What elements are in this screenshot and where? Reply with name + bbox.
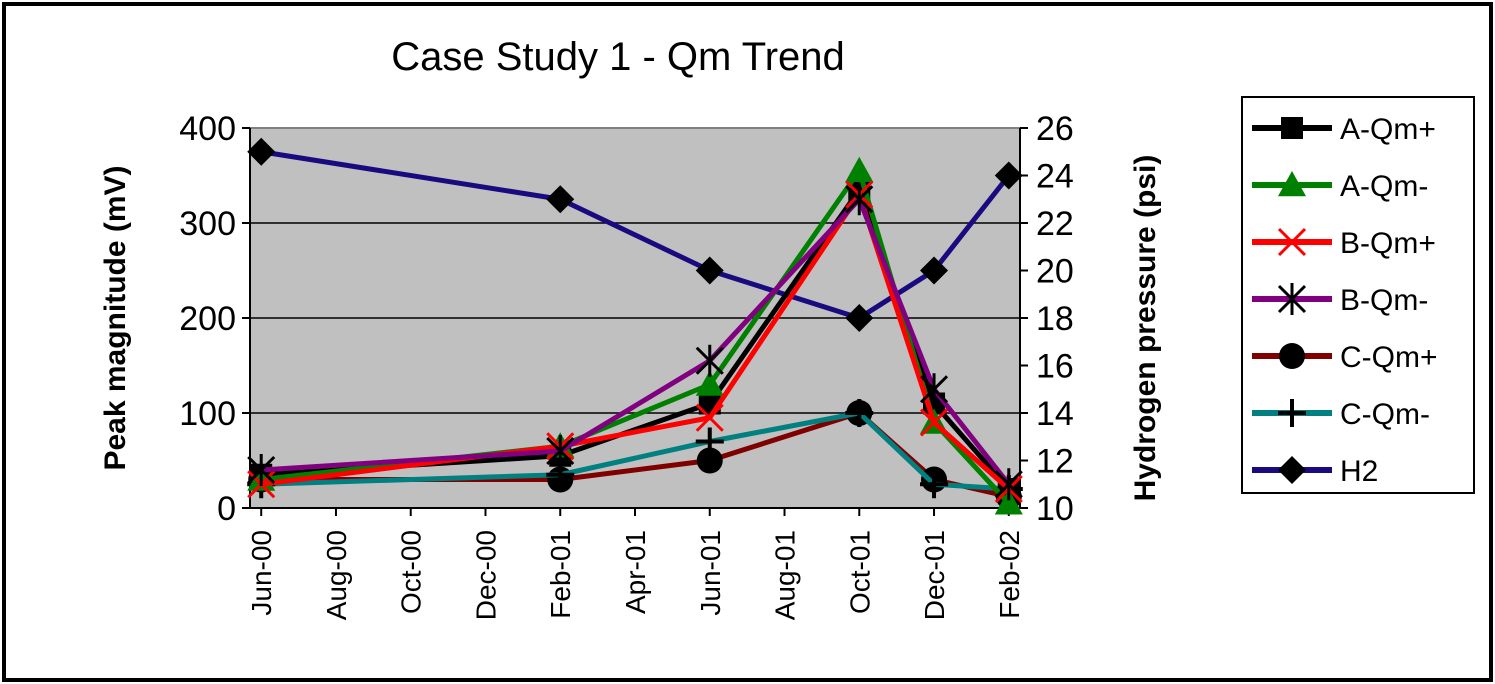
series-B-Qm- xyxy=(247,183,1023,501)
legend-item: C-Qm- xyxy=(1252,398,1430,431)
x-tick-label: Jun-01 xyxy=(695,530,726,616)
triangle-marker xyxy=(845,156,874,182)
x-tick-label: Oct-00 xyxy=(396,530,427,614)
triangle-marker xyxy=(695,370,724,396)
y2-tick-label: 12 xyxy=(1036,443,1074,481)
y2-tick-label: 16 xyxy=(1036,348,1074,386)
legend-item: B-Qm+ xyxy=(1252,227,1436,260)
star-marker xyxy=(845,183,874,216)
x-tick-label: Apr-01 xyxy=(620,530,651,614)
square-marker xyxy=(1281,117,1303,139)
legend-box xyxy=(1241,96,1475,494)
x-tick-labels: Jun-00 Aug-00 Oct-00 Dec-00 Feb-01 Apr-01 Jun-… xyxy=(246,530,1025,620)
left-axis-title: Peak magnitude (mV) xyxy=(99,165,132,470)
star-marker xyxy=(546,435,575,467)
y2-tick-label: 24 xyxy=(1036,158,1074,196)
y-tick-label: 400 xyxy=(179,110,236,148)
legend-label: B-Qm- xyxy=(1340,284,1428,317)
left-y-tick-labels: 0 100 200 300 400 xyxy=(179,110,236,528)
y-tick-label: 0 xyxy=(217,490,236,528)
legend-label: A-Qm- xyxy=(1340,170,1428,203)
diamond-marker xyxy=(845,304,874,332)
chart-title: Case Study 1 - Qm Trend xyxy=(391,35,845,79)
plus-marker xyxy=(1278,399,1306,427)
legend-item: A-Qm- xyxy=(1252,170,1428,203)
star-marker xyxy=(919,373,949,406)
right-axis-title: Hydrogen pressure (psi) xyxy=(1129,155,1162,502)
diamond-marker xyxy=(920,256,949,285)
legend-item: C-Qm+ xyxy=(1252,341,1438,374)
legend-label: B-Qm+ xyxy=(1340,227,1436,260)
y2-tick-label: 18 xyxy=(1036,300,1074,338)
legend-item: A-Qm+ xyxy=(1252,113,1436,146)
star-marker xyxy=(695,344,724,377)
y-tick-label: 300 xyxy=(179,205,236,243)
star-marker xyxy=(1277,283,1307,315)
diamond-marker xyxy=(695,256,724,285)
y2-tick-label: 22 xyxy=(1036,205,1074,243)
plus-marker xyxy=(920,470,949,499)
diamond-marker xyxy=(1278,456,1306,484)
y-tick-label: 200 xyxy=(179,300,236,338)
circle-marker xyxy=(1279,343,1305,369)
x-tick-label: Jun-00 xyxy=(246,530,277,616)
legend-label: C-Qm+ xyxy=(1340,341,1438,374)
x-marker xyxy=(695,403,724,432)
right-y-tick-labels: 10 12 14 16 18 20 22 24 26 xyxy=(1036,110,1074,528)
y2-tick-label: 10 xyxy=(1036,490,1074,528)
star-marker xyxy=(247,454,276,486)
y-tick-label: 100 xyxy=(179,395,236,433)
diamond-marker xyxy=(994,161,1023,190)
diamond-marker xyxy=(546,185,575,214)
legend-label: A-Qm+ xyxy=(1340,113,1436,146)
series-line xyxy=(261,196,1011,486)
triangle-marker xyxy=(994,489,1023,515)
x-marker xyxy=(919,408,949,437)
legend-label: H2 xyxy=(1340,455,1378,488)
y2-tick-label: 14 xyxy=(1036,395,1074,433)
y2-tick-label: 20 xyxy=(1036,253,1074,291)
x-tick-label: Feb-02 xyxy=(994,530,1025,619)
plus-marker xyxy=(845,399,874,427)
legend: A-Qm+ A-Qm- B-Qm+ B-Qm- C-Qm+ C-Qm- H2 xyxy=(1241,96,1475,494)
legend-label: C-Qm- xyxy=(1340,398,1430,431)
diamond-marker xyxy=(247,137,276,166)
x-tick-label: Dec-01 xyxy=(919,530,950,620)
x-tick-label: Dec-00 xyxy=(470,530,501,620)
x-tick-label: Aug-00 xyxy=(321,530,352,620)
star-marker xyxy=(994,468,1023,501)
series-line xyxy=(261,187,1011,491)
x-tick-label: Aug-01 xyxy=(770,530,801,620)
plus-marker xyxy=(695,427,724,456)
legend-item: B-Qm- xyxy=(1252,283,1428,317)
x-marker xyxy=(1277,227,1307,257)
legend-item: H2 xyxy=(1252,455,1378,488)
circle-marker xyxy=(696,447,723,474)
y2-tick-label: 26 xyxy=(1036,110,1074,148)
x-tick-label: Oct-01 xyxy=(844,530,875,614)
series-layer xyxy=(247,137,1023,515)
x-tick-label: Feb-01 xyxy=(545,530,576,619)
triangle-marker xyxy=(1278,171,1306,197)
